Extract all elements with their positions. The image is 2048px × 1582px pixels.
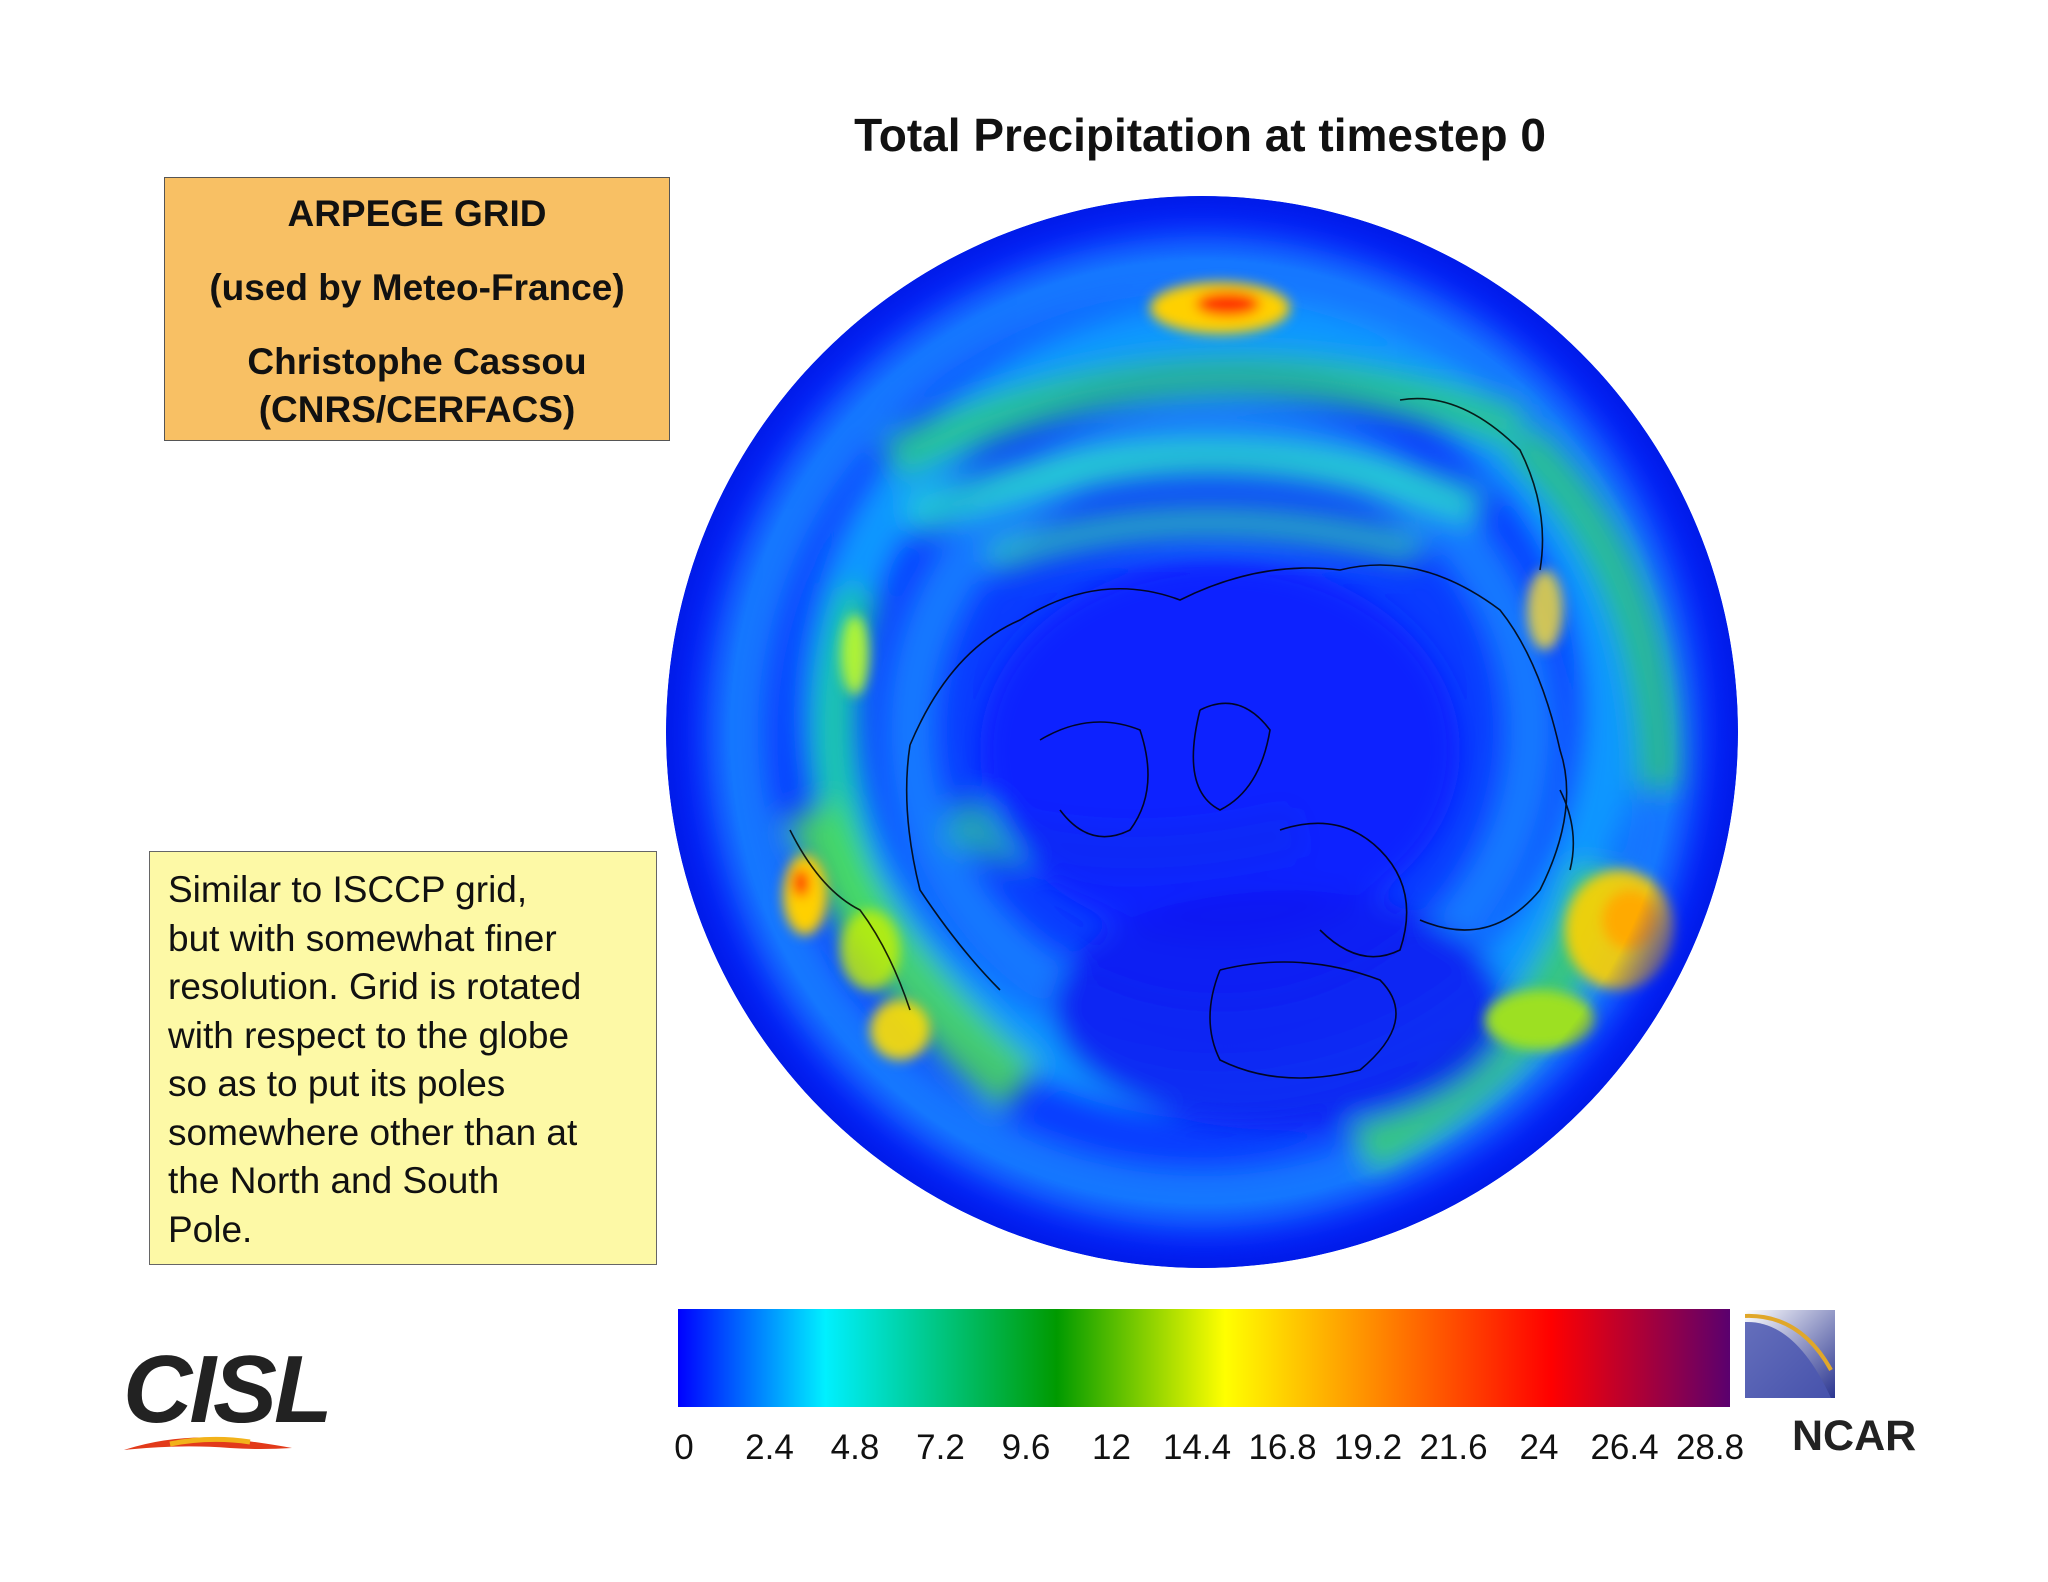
colorbar-tick-label: 0: [674, 1428, 694, 1467]
colorbar-tick-label: 9.6: [1001, 1428, 1051, 1467]
grid-description-box: Similar to ISCCP grid, but with somewhat…: [149, 851, 657, 1265]
precipitation-globe: [666, 196, 1738, 1268]
info-line-1: ARPEGE GRID: [287, 193, 547, 234]
colorbar-tick-label: 2.4: [745, 1428, 794, 1467]
colorbar-tick-label: 26.4: [1590, 1428, 1659, 1467]
cisl-swoosh-icon: [124, 1436, 292, 1450]
info-line-4: (CNRS/CERFACS): [258, 389, 576, 430]
colorbar-tick-label: 28.8: [1675, 1428, 1745, 1467]
colorbar-tick-label: 21.6: [1419, 1428, 1488, 1467]
note-line: somewhere other than at: [168, 1111, 578, 1153]
info-line-2: (used by Meteo-France): [209, 267, 625, 308]
note-line: Pole.: [168, 1208, 253, 1250]
colorbar: [678, 1309, 1730, 1407]
colorbar-tick-label: 16.8: [1248, 1428, 1317, 1467]
info-line-3: Christophe Cassou: [247, 341, 587, 382]
note-line: the North and South: [168, 1160, 500, 1201]
note-line: but with somewhat finer: [168, 917, 557, 959]
cisl-logo: CISL: [123, 1336, 333, 1443]
colorbar-tick-label: 24: [1519, 1428, 1559, 1467]
note-line: with respect to the globe: [168, 1014, 570, 1056]
colorbar-tick-label: 7.2: [916, 1428, 965, 1467]
arpege-info-box: ARPEGE GRID (used by Meteo-France) Chris…: [164, 177, 670, 441]
plot-title: Total Precipitation at timestep 0: [854, 109, 1546, 161]
colorbar-tick-label: 4.8: [830, 1428, 880, 1467]
colorbar-tick-label: 12: [1092, 1428, 1131, 1467]
note-line: Similar to ISCCP grid,: [168, 869, 528, 910]
ncar-logo-text: NCAR: [1792, 1412, 1917, 1460]
colorbar-tick-label: 19.2: [1333, 1428, 1403, 1467]
ncar-emblem-icon: [1745, 1310, 1835, 1398]
note-line: resolution. Grid is rotated: [168, 966, 582, 1007]
colorbar-tick-label: 14.4: [1162, 1428, 1232, 1467]
colorbar-ticks: 0 2.4 4.8 7.2 9.6 12 14.4 16.8 19.2 21.6 24 26.4 28.…: [674, 1428, 1744, 1472]
note-line: so as to put its poles: [168, 1063, 506, 1104]
